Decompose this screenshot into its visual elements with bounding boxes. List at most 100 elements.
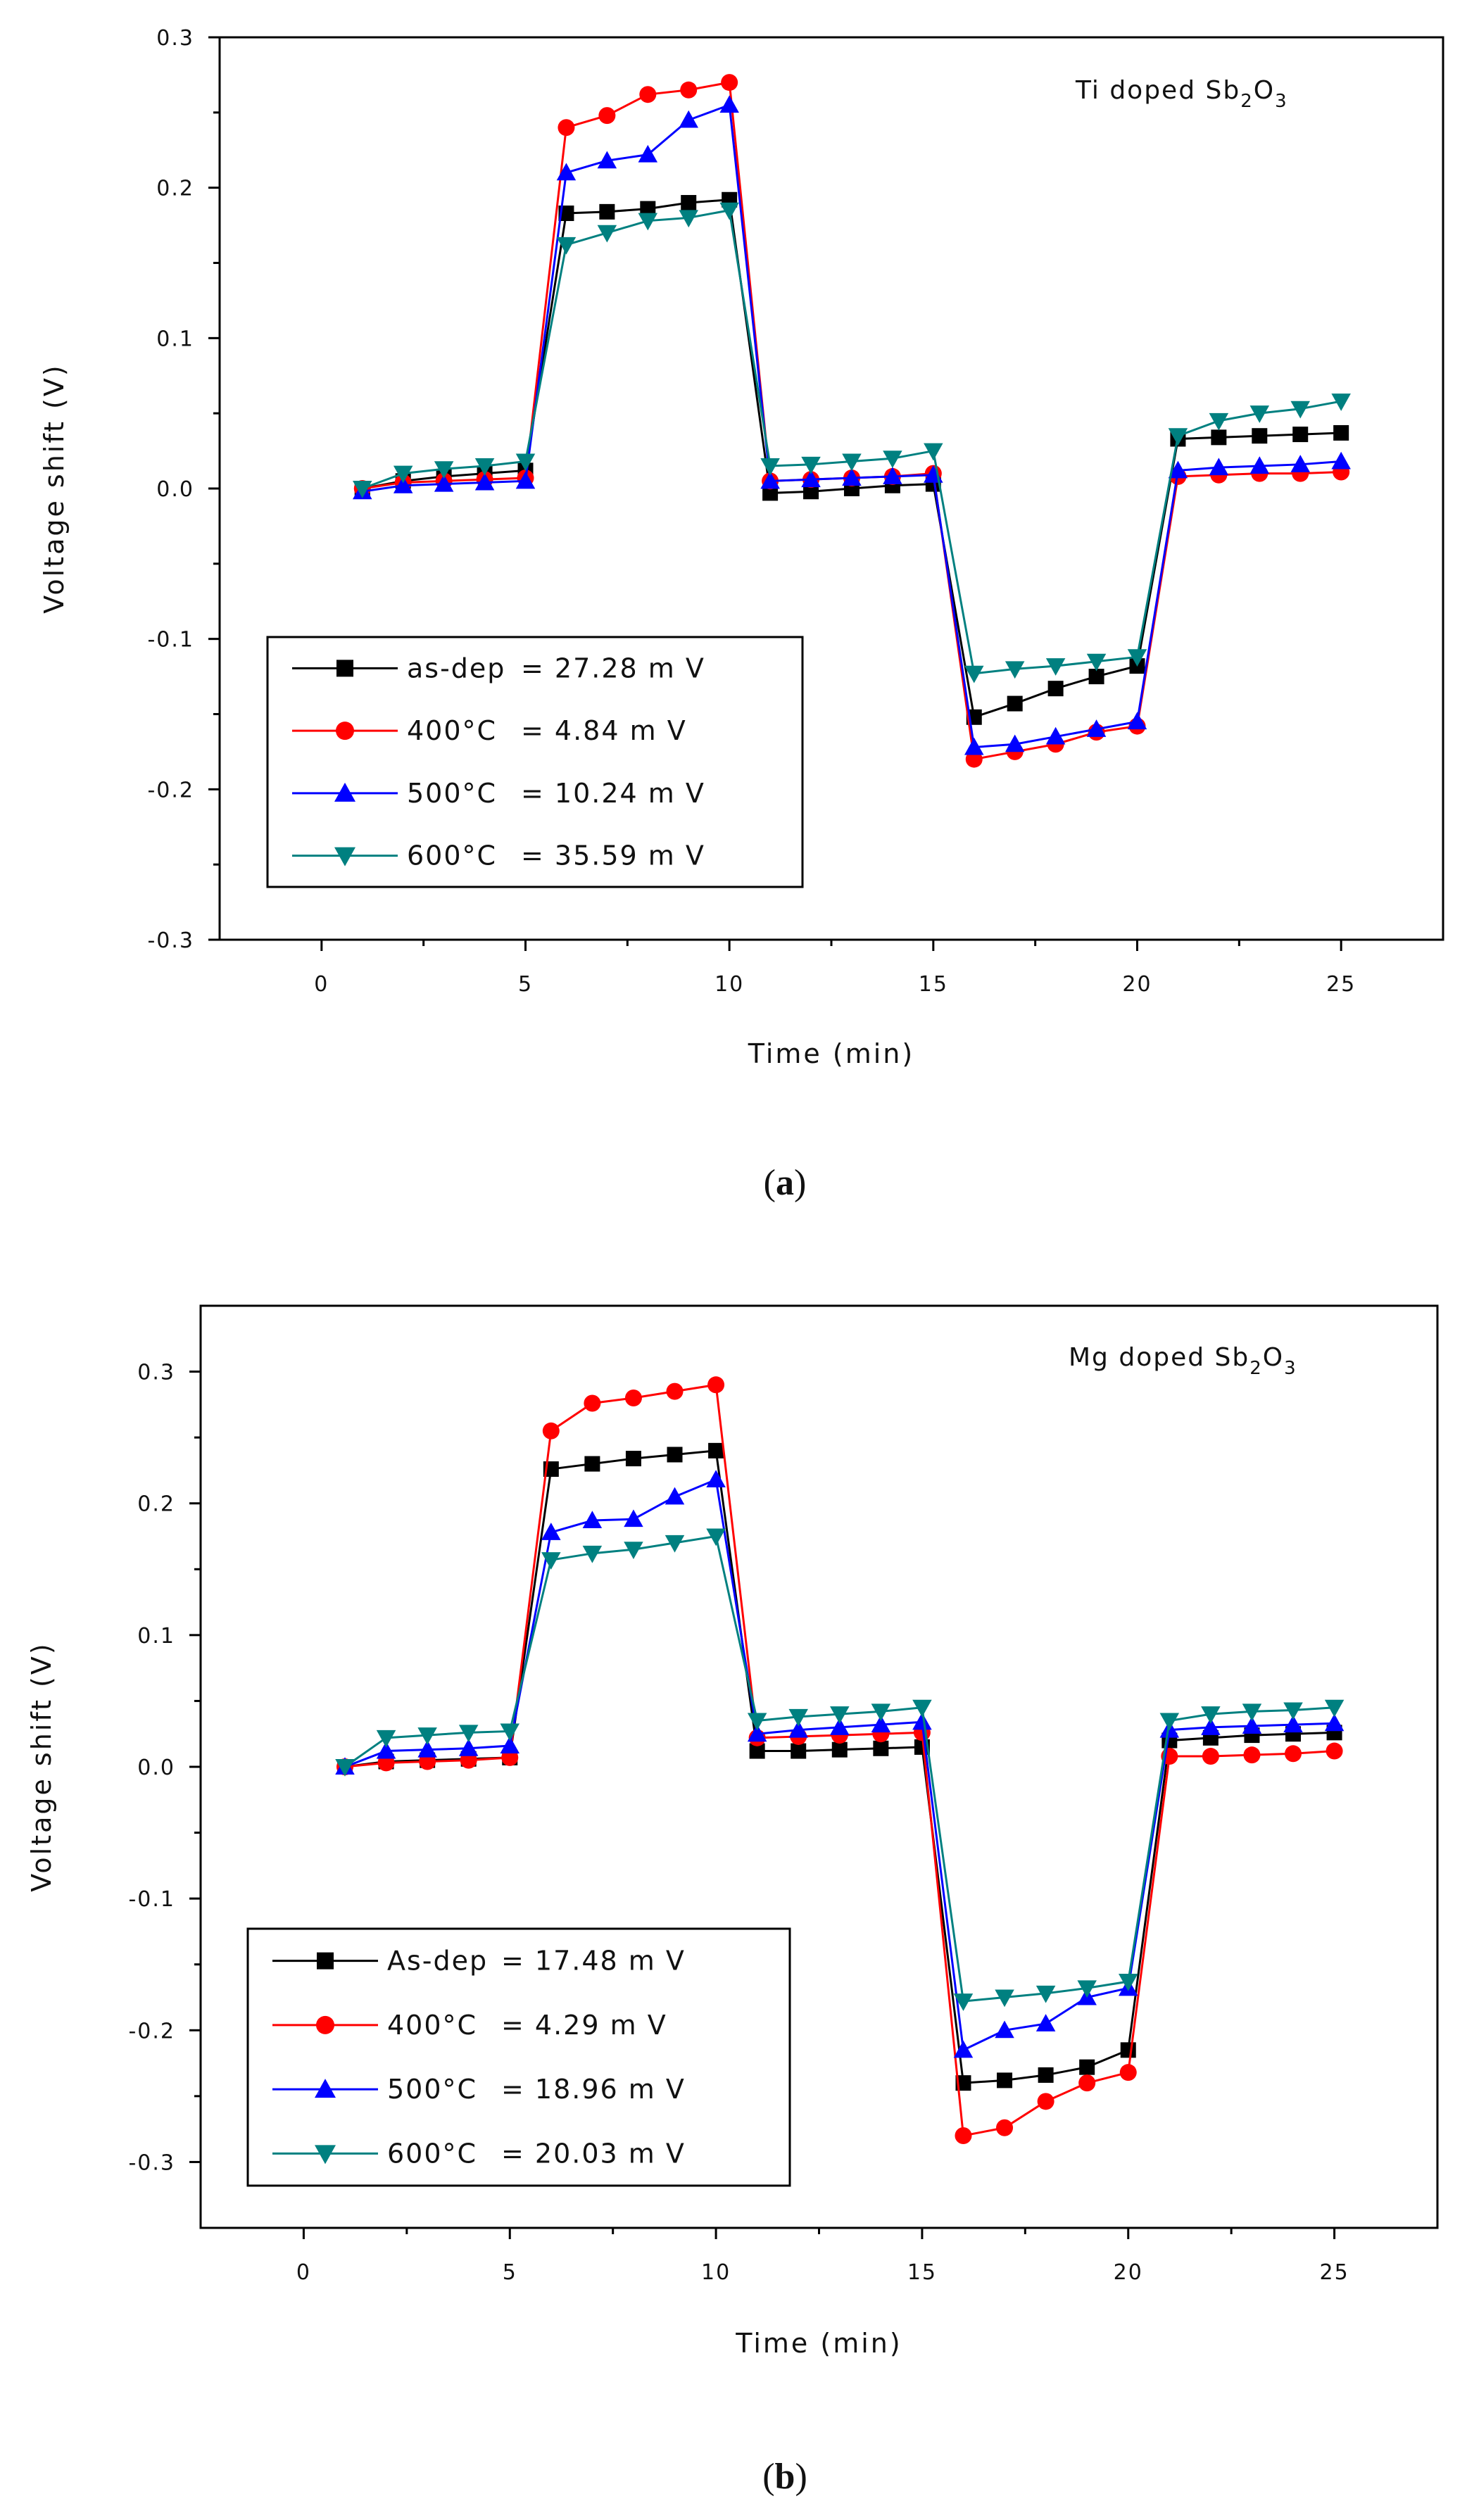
legend-marker	[317, 1952, 334, 1970]
data-point	[801, 456, 821, 474]
data-point	[584, 1394, 601, 1412]
x-axis-title: Time (min)	[748, 1038, 914, 1069]
legend-label: 400°C	[407, 715, 497, 746]
legend-box	[266, 636, 804, 888]
data-point	[393, 475, 413, 493]
inset-title: Ti doped Sb2O3	[1075, 76, 1288, 112]
data-point	[883, 451, 902, 469]
data-point	[1283, 1702, 1303, 1720]
data-point	[955, 2127, 972, 2144]
caption-letter: b	[775, 2457, 795, 2497]
data-point	[1119, 2064, 1137, 2081]
data-point	[417, 1739, 437, 1758]
data-point	[679, 210, 698, 228]
y-tick-label: -0.3	[128, 2150, 175, 2175]
data-point	[458, 1725, 479, 1743]
data-point	[1324, 1699, 1345, 1718]
series-500°C	[353, 95, 1351, 755]
data-point	[953, 2040, 974, 2058]
data-point	[624, 1390, 642, 1406]
data-point	[667, 1447, 683, 1463]
data-point	[1285, 1745, 1302, 1763]
data-point	[842, 468, 862, 486]
caption-paren-close: )	[795, 2457, 807, 2497]
data-point	[924, 443, 943, 461]
inset-title: Mg doped Sb2O3	[1069, 1343, 1297, 1379]
data-point	[599, 203, 615, 220]
x-tick-label: 10	[714, 972, 744, 997]
data-point	[871, 1715, 891, 1733]
data-point	[474, 458, 495, 476]
x-tick-label: 0	[314, 972, 329, 997]
data-point	[458, 1739, 479, 1756]
data-point	[1290, 401, 1310, 419]
data-point	[1333, 424, 1349, 441]
data-point	[558, 119, 575, 137]
inset-title-prefix: Mg doped Sb	[1069, 1343, 1249, 1372]
data-point	[1005, 734, 1025, 752]
data-point	[747, 1724, 767, 1742]
legend-label: 600°C	[407, 840, 497, 871]
data-point	[760, 458, 780, 476]
data-point	[760, 471, 780, 489]
data-point	[1079, 2059, 1095, 2075]
data-point	[955, 2075, 971, 2091]
data-point	[1047, 681, 1064, 697]
data-point	[434, 461, 454, 479]
data-point	[721, 74, 738, 92]
x-tick-label: 10	[701, 2260, 731, 2285]
data-point	[582, 1511, 603, 1529]
data-point	[1249, 405, 1270, 423]
y-tick-label: 0.1	[156, 327, 194, 351]
inset-title-sub1: 2	[1249, 1358, 1263, 1379]
data-point	[965, 750, 983, 768]
data-point	[964, 737, 984, 755]
y-tick-label: -0.2	[147, 778, 194, 802]
data-point	[1037, 2093, 1054, 2110]
data-point	[1243, 1746, 1261, 1764]
inset-title-mid: O	[1263, 1343, 1284, 1372]
legend-value: = 20.03 m V	[501, 2138, 686, 2169]
data-point	[708, 1442, 724, 1459]
data-point	[953, 1993, 974, 2011]
legend-label: as-dep	[407, 653, 505, 683]
data-point	[719, 202, 739, 220]
caption-letter: a	[776, 1163, 794, 1203]
x-tick-label: 25	[1319, 2260, 1349, 2285]
data-point	[995, 1989, 1014, 2008]
data-point	[434, 474, 454, 492]
data-point	[1324, 1713, 1345, 1732]
data-point	[500, 1723, 520, 1741]
data-point	[706, 1470, 726, 1488]
x-tick-label: 0	[296, 2260, 311, 2285]
data-point	[791, 1743, 807, 1759]
data-point	[1168, 428, 1188, 446]
data-point	[679, 110, 698, 128]
caption-paren-close: )	[794, 1163, 806, 1203]
data-point	[515, 471, 536, 489]
data-point	[831, 1741, 848, 1758]
data-point	[1168, 460, 1188, 479]
inset-title-mid: O	[1254, 76, 1275, 105]
y-tick-label: 0.2	[137, 1492, 175, 1517]
legend-marker	[334, 847, 355, 867]
legend-marker	[334, 782, 355, 802]
legend-value: = 4.29 m V	[501, 2010, 667, 2041]
data-point	[556, 163, 577, 181]
chart-panel-a: -0.3 -0.2 -0.1 0.0 0.1 0.2 0.3 0 5 10 15 20 25 Time (…	[39, 26, 1444, 1069]
data-point	[1088, 669, 1104, 685]
data-point	[1035, 1985, 1056, 2003]
data-point	[1290, 455, 1310, 472]
data-point	[515, 453, 536, 472]
data-point	[1201, 1718, 1221, 1735]
x-tick-label: 5	[503, 2260, 517, 2285]
data-point	[995, 2020, 1014, 2039]
data-point	[541, 1552, 561, 1570]
y-tick-label: -0.1	[147, 628, 194, 653]
data-point	[762, 485, 779, 501]
x-tick-label: 15	[919, 972, 948, 997]
data-point	[393, 465, 413, 484]
legend-label: 400°C	[387, 2010, 477, 2041]
data-point	[582, 1545, 603, 1563]
